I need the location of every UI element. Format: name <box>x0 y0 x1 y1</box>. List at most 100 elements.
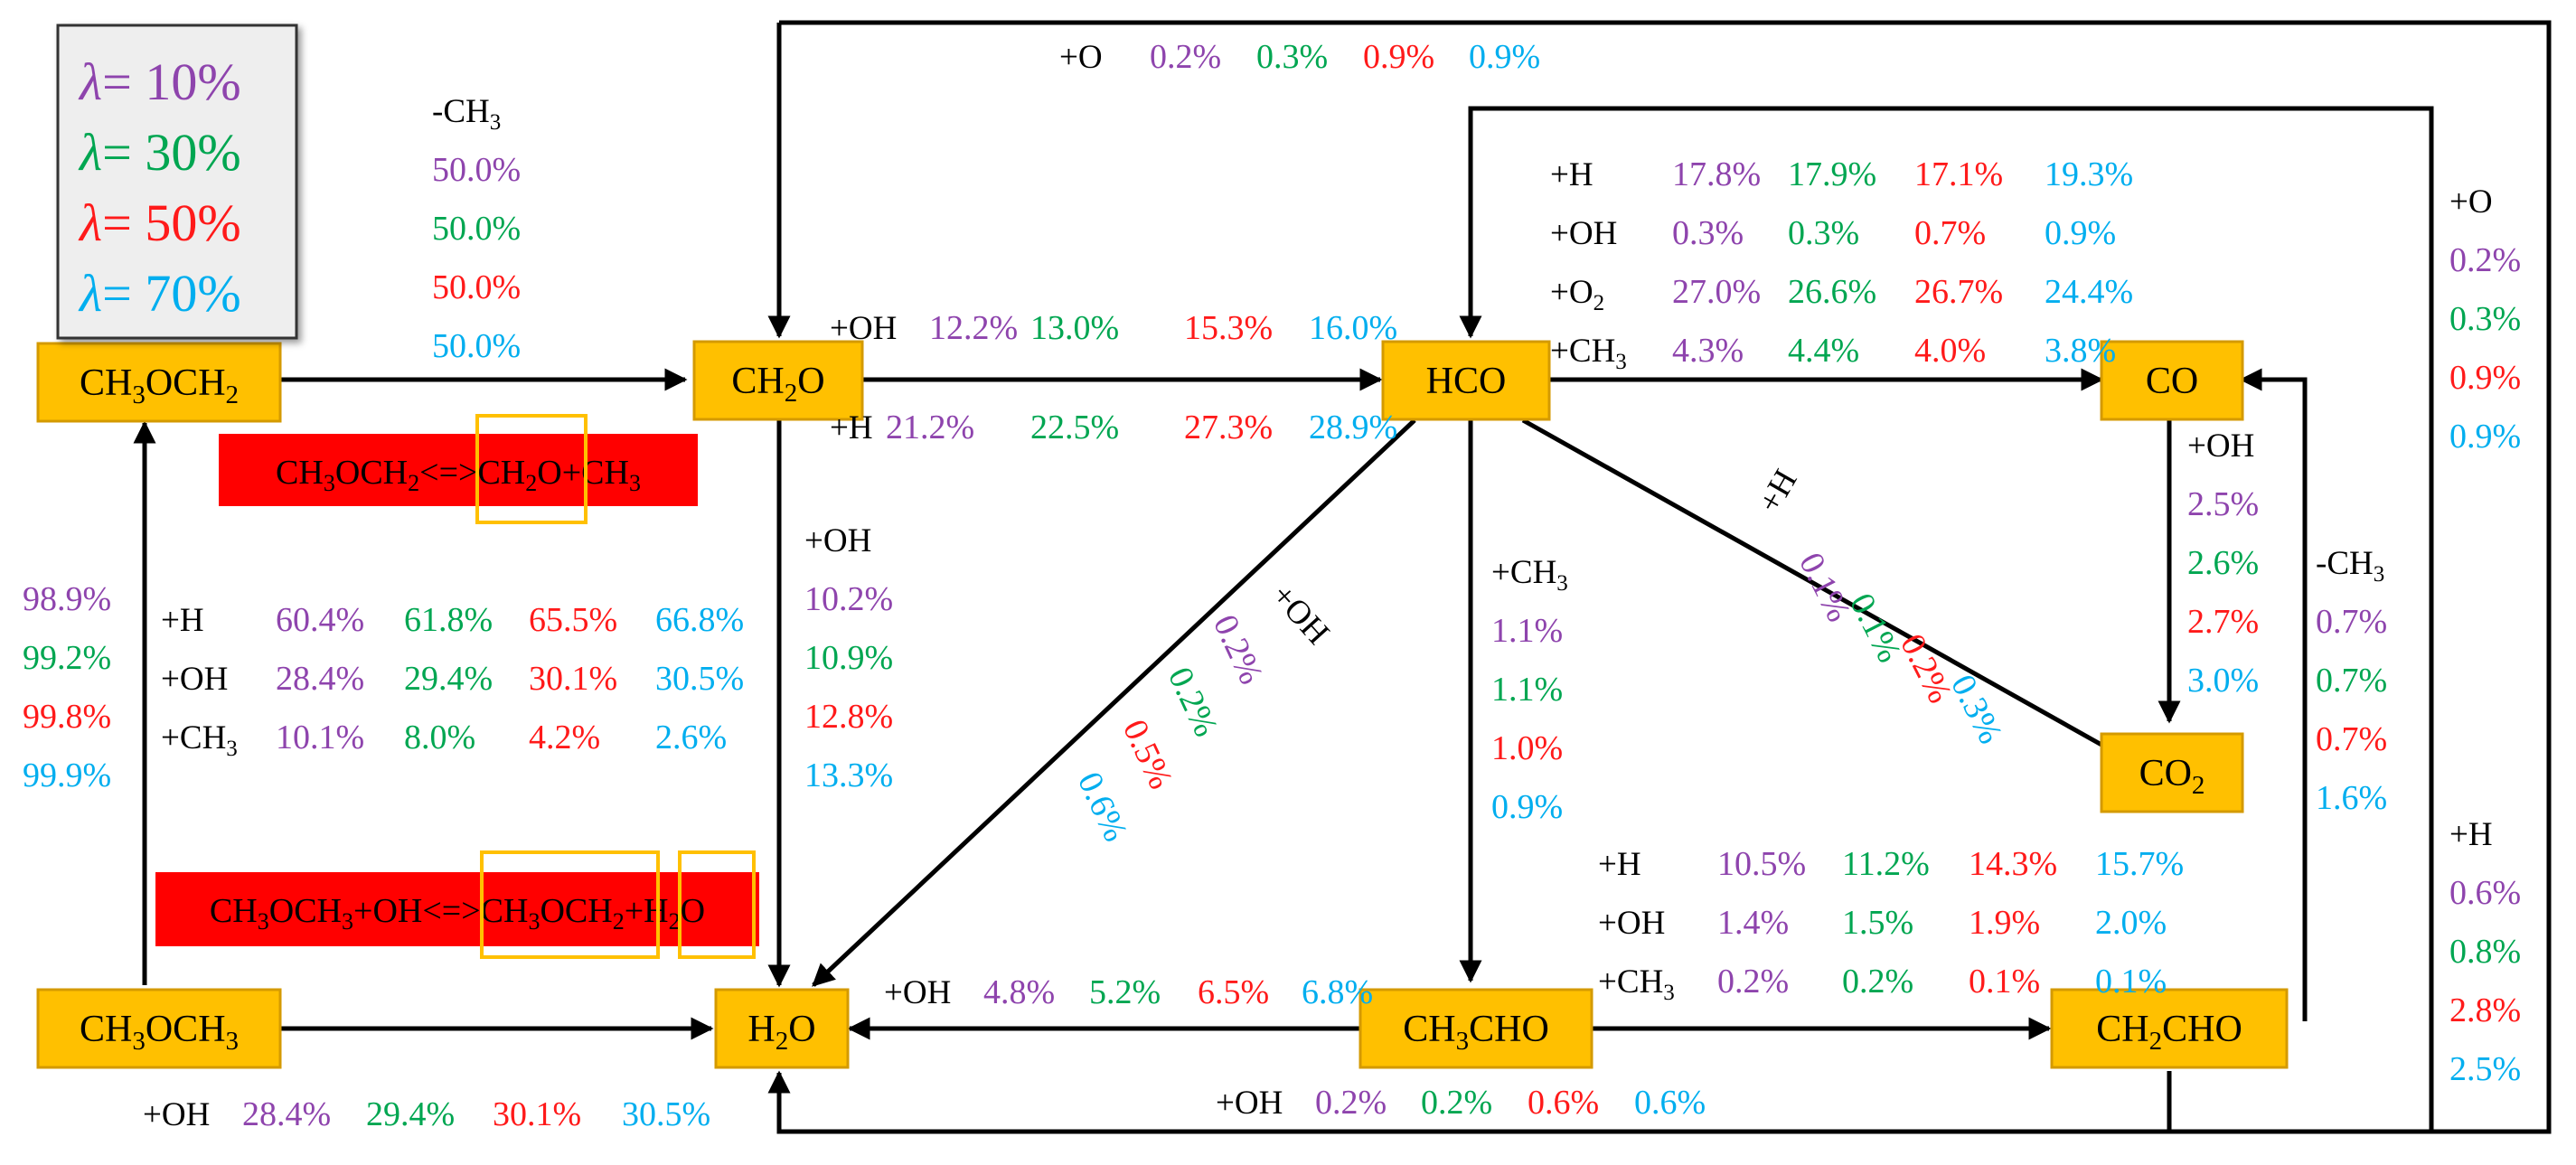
text-part: C <box>80 1009 105 1050</box>
subscript: 3 <box>1615 350 1627 374</box>
co-co2-value: 2.7% <box>2187 603 2259 641</box>
text-part: H <box>2231 427 2255 465</box>
text-part: O <box>2214 1009 2242 1050</box>
text-part: H <box>1426 361 1453 402</box>
text-part: C <box>731 361 757 402</box>
text-part: H <box>927 974 952 1011</box>
top-o-label: +O <box>1059 39 1103 76</box>
hco-co-value: 26.7% <box>1914 273 2003 311</box>
subscript: 3 <box>226 737 238 761</box>
top-o-value: 0.9% <box>1469 38 1540 76</box>
hco-co-value: 0.3% <box>1672 214 1744 252</box>
legend-symbol: λ <box>78 52 102 111</box>
text-part: O <box>2206 427 2231 465</box>
subscript: 2 <box>776 1027 789 1056</box>
reaction-text-top: CH3​OCH2​<=>CH2​O+CH3​ <box>276 454 641 496</box>
ch2cho-co-ch3-value: 0.7% <box>2316 662 2387 700</box>
text-part: H <box>317 892 342 930</box>
ch3och3-ch3och2-value: 61.8% <box>404 601 493 639</box>
text-part: H <box>1641 905 1666 942</box>
text-part: H <box>1617 846 1641 883</box>
text-part: O <box>162 1096 186 1133</box>
text-part: C <box>1617 963 1640 1001</box>
species-node-co2 <box>2100 732 2244 813</box>
ch3cho-h2o-value: 4.8% <box>983 973 1055 1011</box>
species-node-ch2o <box>692 340 864 421</box>
text-part: C <box>477 454 500 492</box>
text-part: H <box>501 454 525 492</box>
ch3cho-h2o-bottom-value: 0.6% <box>1634 1084 1706 1122</box>
ch3och3-ch3och2-left-value: 99.2% <box>23 639 111 677</box>
text-part: + <box>1598 963 1617 1001</box>
subscript: 2 <box>408 470 419 496</box>
text-part: H <box>1569 156 1594 193</box>
ch3och3-ch3och2-left-value: 98.9% <box>23 580 111 618</box>
ch3och2-ch2o-value: 50.0% <box>432 327 521 365</box>
subscript: 2 <box>669 908 681 935</box>
ch2o-hco-h-value: 21.2% <box>886 409 974 446</box>
hco-co-value: 17.1% <box>1914 155 2003 193</box>
species-label-ch3cho: CH3​CHO <box>1403 1009 1549 1056</box>
text-part: O <box>797 361 824 402</box>
legend-entry: λ= 10% <box>78 52 241 111</box>
ch3cho-ch2cho-value: 1.9% <box>1969 904 2040 942</box>
text-part: H <box>2468 816 2493 853</box>
hco-co-value: 17.9% <box>1788 155 1876 193</box>
ch3cho-h2o-bottom-label: +OH <box>1216 1085 1283 1122</box>
text-part: O <box>1521 1009 1548 1050</box>
text-part: O <box>849 310 873 347</box>
text-part: H <box>204 661 229 698</box>
ch3cho-ch2cho-value: 0.1% <box>2095 963 2167 1001</box>
text-part: + <box>2449 183 2468 221</box>
text-part: H <box>849 409 873 446</box>
subscript: 2 <box>226 381 240 409</box>
subscript: 2 <box>1594 291 1605 315</box>
subscript: 3 <box>1556 571 1568 596</box>
hco-co-label: +CH3​ <box>1550 333 1627 374</box>
hco-h2o-value: 0.6% <box>1070 766 1135 847</box>
ch3och3-h2o-value: 28.4% <box>242 1095 331 1133</box>
ch2cho-h2o-h-value: 0.8% <box>2449 933 2521 971</box>
text-part: + <box>1491 554 1510 591</box>
loop-ch2cho-hco <box>1459 106 2434 1132</box>
ch3cho-ch2cho-value: 1.4% <box>1717 904 1789 942</box>
ch3och3-ch3och2-label: +H <box>161 602 204 639</box>
arrow-ch2cho-co <box>2239 368 2308 1021</box>
subscript: 3 <box>342 908 353 935</box>
ch2o-h2o-value: 10.2% <box>804 580 893 618</box>
top-o-value: 0.3% <box>1256 38 1328 76</box>
ch3och2-ch2o-value: 50.0% <box>432 151 521 189</box>
species-label-ch2cho: CH2​CHO <box>2096 1009 2242 1056</box>
ch3cho-ch2cho-value: 0.2% <box>1717 963 1789 1001</box>
ch3och3-ch3och2-left-value: 99.8% <box>23 698 111 736</box>
text-part: + <box>161 661 180 698</box>
hco-co-value: 0.3% <box>1788 214 1859 252</box>
species-node-ch3cho <box>1359 988 1594 1069</box>
text-part: H <box>873 310 898 347</box>
ch2o-h2o-value: 13.3% <box>804 756 893 794</box>
text-part: = <box>442 892 461 930</box>
text-part: O <box>1235 1085 1259 1122</box>
text-part: H <box>1594 215 1618 252</box>
text-part: + <box>1216 1085 1235 1122</box>
ch3och3-ch3och2-value: 30.1% <box>529 660 617 698</box>
hco-co-label: +O2​ <box>1550 274 1604 315</box>
text-part: H <box>105 1009 132 1050</box>
ch3och3-ch3och2-value: 10.1% <box>276 719 364 756</box>
text-part: - <box>2316 545 2327 582</box>
text-part: C <box>1469 1009 1494 1050</box>
ch2o-hco-oh-value: 13.0% <box>1030 309 1119 347</box>
text-part: C <box>360 454 382 492</box>
reaction-text-bottom: CH3​OCH3​+OH<=>CH3​OCH2​+H2​O <box>210 892 705 935</box>
text-part: + <box>1550 215 1569 252</box>
ch3och3-ch3och2-value: 8.0% <box>404 719 475 756</box>
text-part: O <box>180 661 204 698</box>
hco-co-value: 4.4% <box>1788 332 1859 370</box>
ch2cho-co-ch3-value: 0.7% <box>2316 603 2387 641</box>
species-label-hco: HCO <box>1426 361 1507 402</box>
text-part: + <box>884 974 903 1011</box>
subscript: 3 <box>1456 1027 1470 1056</box>
ch3och3-ch3och2-value: 65.5% <box>529 601 617 639</box>
hco-ch3cho-value: 0.9% <box>1491 788 1563 826</box>
